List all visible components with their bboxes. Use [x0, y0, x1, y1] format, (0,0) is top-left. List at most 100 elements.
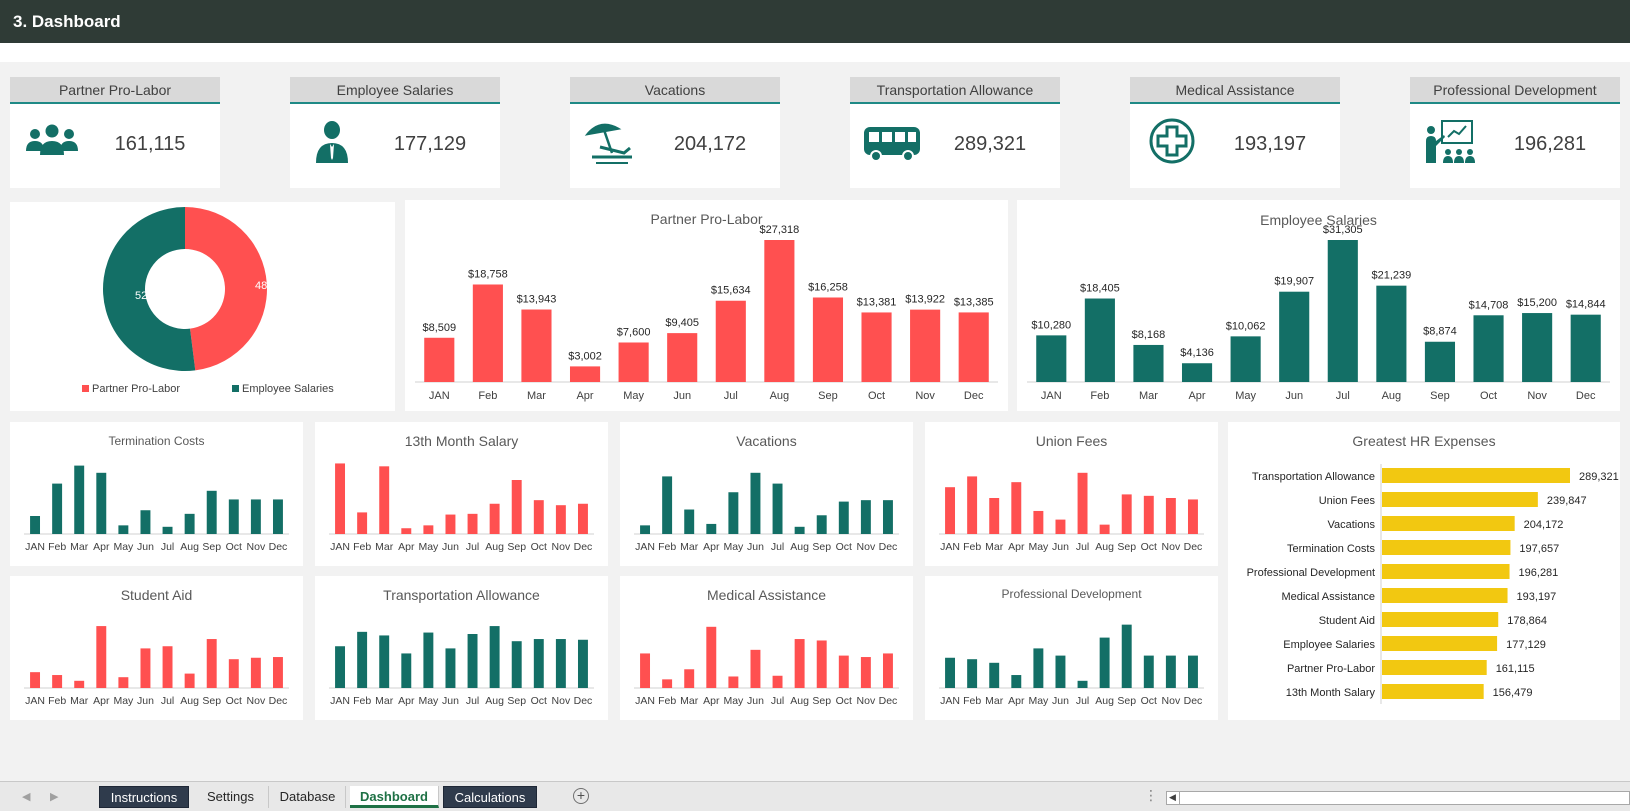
legend-label-employee: Employee Salaries — [242, 383, 334, 395]
bar — [511, 641, 522, 688]
kpi-label: Partner Pro-Labor — [10, 77, 220, 104]
kpi-card-employee-salaries: Employee Salaries 177,129 — [290, 77, 500, 188]
chart-title: Employee Salaries — [1260, 212, 1377, 228]
termination-costs-bar-chart: JAN Feb Mar Apr May Jun Jul Aug Sep Oct Nov Dec — [24, 465, 289, 553]
category-tick-label: Jun — [673, 390, 691, 402]
bar — [667, 333, 698, 382]
data-label: $31,305 — [1323, 224, 1363, 236]
scroll-left-icon[interactable]: ◀ — [1166, 791, 1180, 805]
legend-label-partner: Partner Pro-Labor — [92, 383, 180, 395]
bar — [401, 653, 412, 688]
tab-calculations[interactable]: Calculations — [443, 786, 537, 808]
category-tick-label: Mar — [527, 390, 546, 402]
bar — [1424, 341, 1456, 382]
bar — [967, 476, 978, 534]
bar — [662, 679, 673, 688]
donut-label-partner: 48% — [255, 280, 277, 292]
bar — [1143, 655, 1154, 688]
bar — [335, 646, 346, 688]
data-label: $27,318 — [759, 224, 799, 236]
bar — [1099, 637, 1110, 688]
bar — [1382, 684, 1484, 699]
chart-title: Professional Development — [1001, 587, 1142, 601]
bar — [52, 675, 63, 688]
13th-month-salary-chart-panel: 13th Month Salary JAN Feb Mar Apr May Jun Jul A… — [315, 422, 608, 566]
bar — [945, 657, 956, 688]
chart-title: Greatest HR Expenses — [1352, 433, 1496, 449]
bar — [860, 657, 871, 688]
bar — [684, 669, 695, 688]
legend-swatch-employee — [232, 385, 239, 392]
medical-assistance-chart-panel: Medical Assistance JAN Feb Mar Apr May Jun Jul… — [620, 576, 913, 720]
category-tick-label: JAN — [940, 695, 960, 707]
scroll-tabs-left-icon[interactable]: ◀ — [22, 791, 31, 803]
kpi-card-professional-development: Professional Development 196,281 — [1410, 77, 1620, 188]
bar — [74, 680, 85, 688]
horizontal-scrollbar[interactable] — [1166, 791, 1630, 805]
kpi-label: Transportation Allowance — [850, 77, 1060, 104]
category-tick-label: Feb — [48, 541, 66, 553]
category-tick-label: Mar — [985, 541, 1004, 553]
bar — [335, 463, 346, 534]
data-label: $21,239 — [1371, 270, 1411, 282]
category-tick-label: May — [418, 695, 439, 707]
chart-title: Vacations — [736, 433, 797, 449]
bar — [1099, 524, 1110, 534]
category-tick-label: Nov — [1527, 390, 1547, 402]
union-fees-bar-chart: JAN Feb Mar Apr May Jun Jul Aug Sep Oct Nov Dec — [939, 472, 1204, 553]
bar — [1181, 363, 1213, 382]
category-tick-label: Jul — [1076, 541, 1089, 553]
category-tick-label: JAN — [635, 541, 655, 553]
data-label: $13,943 — [517, 294, 557, 306]
bar — [533, 639, 544, 688]
bar — [96, 626, 107, 688]
scroll-tabs-right-icon[interactable]: ▶ — [50, 791, 59, 803]
donut-chart-panel: 48% 52% Partner Pro-Labor Employee Salar… — [10, 202, 395, 411]
tab-database[interactable]: Database — [270, 786, 346, 808]
bar — [401, 528, 412, 534]
bar — [250, 657, 261, 688]
medical-assistance-bar-chart: JAN Feb Mar Apr May Jun Jul Aug Sep Oct Nov Dec — [634, 626, 899, 707]
kpi-value: 289,321 — [953, 133, 1027, 155]
bar — [1382, 636, 1498, 651]
category-tick-label: Dec — [269, 541, 288, 553]
category-tick-label: Jun — [137, 695, 154, 707]
more-options-icon[interactable]: ⋮ — [1144, 787, 1158, 803]
tab-instructions[interactable]: Instructions — [99, 786, 189, 808]
bar — [1522, 313, 1553, 382]
category-tick-label: Aug — [790, 541, 809, 553]
category-tick-label: Apr — [1188, 390, 1205, 402]
category-tick-label: Apr — [576, 390, 593, 402]
tab-settings[interactable]: Settings — [193, 786, 269, 808]
bar — [162, 526, 173, 534]
bar — [74, 465, 85, 534]
bar — [357, 631, 368, 688]
category-tick-label: Feb — [1090, 390, 1109, 402]
category-tick-label: Dec — [1184, 541, 1203, 553]
bar — [555, 639, 566, 688]
data-label: $8,509 — [422, 322, 456, 334]
bar — [533, 500, 544, 534]
kpi-value: 193,197 — [1233, 133, 1307, 155]
bar — [577, 503, 588, 534]
bar — [52, 483, 63, 534]
category-tick-label: Nov — [857, 695, 876, 707]
category-tick-label: Feb — [658, 695, 676, 707]
category-tick-label: Oct — [836, 541, 852, 553]
bar — [728, 676, 739, 688]
category-tick-label: Aug — [1095, 695, 1114, 707]
tab-dashboard[interactable]: Dashboard — [350, 786, 439, 808]
chart-title: Transportation Allowance — [383, 587, 540, 603]
category-tick-label: Jun — [442, 695, 459, 707]
bar — [489, 503, 500, 534]
category-tick-label: JAN — [940, 541, 960, 553]
sheet-tab-bar: ◀ ▶ Instructions Settings Database Dashb… — [0, 781, 1630, 811]
category-tick-label: Jun — [1052, 541, 1069, 553]
category-tick-label: May — [723, 541, 744, 553]
add-sheet-icon[interactable]: + — [573, 788, 589, 804]
category-tick-label: Transportation Allowance — [1252, 471, 1375, 483]
bar — [1121, 494, 1132, 534]
donut-slice — [185, 207, 268, 371]
data-label: $10,280 — [1031, 319, 1071, 331]
bar — [715, 300, 746, 382]
